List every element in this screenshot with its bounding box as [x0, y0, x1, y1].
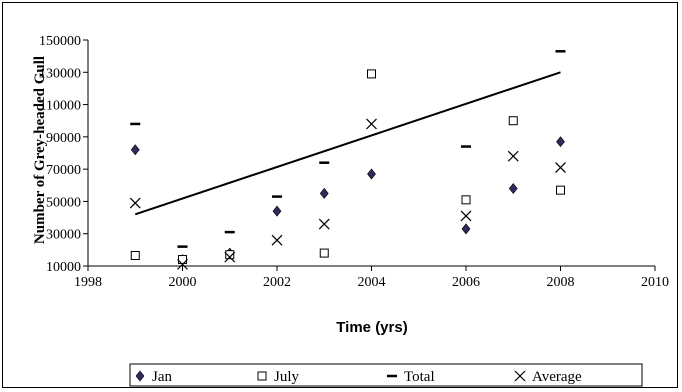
- point-jan: [319, 187, 329, 199]
- y-tick-label: 150000: [39, 34, 81, 49]
- point-july: [319, 248, 329, 258]
- point-jan: [461, 223, 471, 235]
- x-stroke: [271, 234, 283, 246]
- y-tick-label: 30000: [46, 228, 81, 243]
- x-stroke: [460, 210, 472, 222]
- point-average: [177, 258, 188, 270]
- legend-marker-average: [514, 370, 526, 382]
- x-tick-label: 1998: [74, 275, 102, 290]
- x-axis-title: Time (yrs): [336, 319, 407, 336]
- legend-label-average: Average: [532, 369, 582, 385]
- x-tick-label: 2004: [358, 275, 386, 290]
- point-average: [507, 150, 519, 162]
- y-tick-label: 50000: [46, 195, 81, 210]
- y-tick-label: 90000: [46, 131, 81, 146]
- point-july: [556, 185, 565, 195]
- point-jan: [508, 183, 518, 194]
- point-jan: [130, 144, 140, 156]
- point-july: [367, 69, 376, 79]
- legend: Jan July Total Average: [129, 363, 643, 387]
- point-average: [224, 251, 236, 263]
- x-stroke: [366, 118, 377, 130]
- y-tick-label: 70000: [46, 163, 81, 178]
- point-july: [130, 251, 140, 261]
- point-july: [508, 116, 518, 126]
- y-tick-label: 10000: [46, 260, 81, 275]
- legend-label-total: Total: [404, 369, 435, 385]
- point-average: [318, 218, 330, 230]
- chart-frame: [2, 2, 678, 388]
- point-jan: [367, 168, 376, 180]
- point-jan: [272, 205, 282, 217]
- chart-marks: [129, 50, 566, 270]
- legend-label-jan: Jan: [152, 369, 172, 385]
- point-average: [460, 210, 472, 222]
- x-stroke: [177, 258, 188, 270]
- point-july: [461, 195, 471, 205]
- y-axis-title: Number of Grey-headed Gull: [32, 56, 48, 244]
- trend-line: [134, 71, 561, 216]
- point-average: [555, 162, 566, 173]
- x-tick-label: 2006: [452, 275, 480, 290]
- x-stroke: [318, 218, 330, 230]
- legend-marker-july: [257, 371, 267, 381]
- x-tick-label: 2010: [641, 275, 669, 290]
- point-jan: [556, 136, 565, 148]
- x-stroke: [507, 150, 519, 162]
- x-tick-label: 2008: [547, 275, 575, 290]
- legend-label-july: July: [274, 369, 300, 385]
- y-tick-label: 130000: [39, 66, 81, 81]
- point-july: [225, 250, 235, 260]
- point-average: [129, 197, 141, 209]
- x-tick-label: 2000: [169, 275, 197, 290]
- y-tick-label: 110000: [40, 99, 81, 114]
- point-average: [366, 118, 377, 130]
- axes: 10000 30000 50000 70000 90000 110000 130000 150…: [39, 34, 669, 290]
- point-average: [271, 234, 283, 246]
- x-stroke: [224, 251, 236, 263]
- legend-marker-jan: [135, 370, 145, 382]
- x-stroke: [514, 370, 526, 382]
- x-stroke: [555, 162, 566, 173]
- x-stroke: [129, 197, 141, 209]
- x-tick-label: 2002: [263, 275, 291, 290]
